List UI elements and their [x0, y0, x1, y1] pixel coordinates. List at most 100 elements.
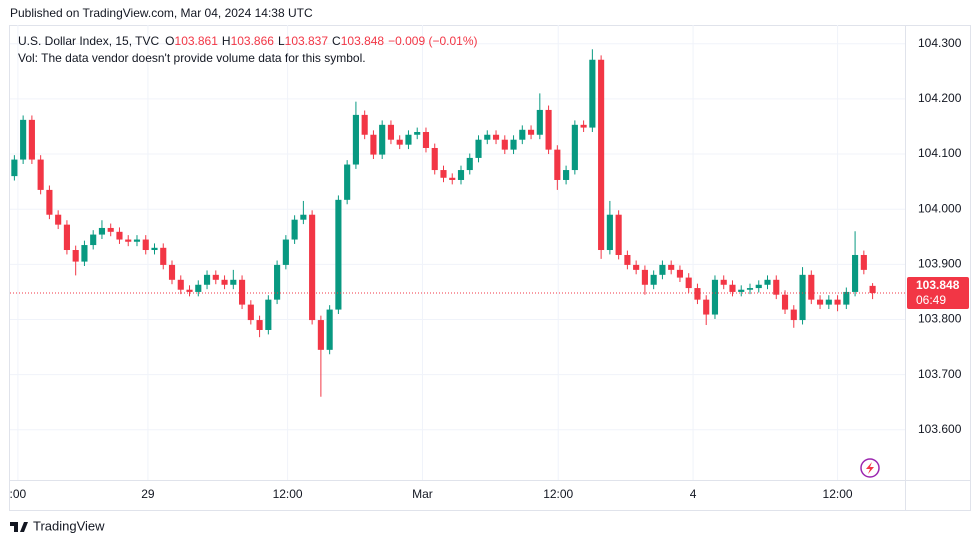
candle-body — [755, 284, 762, 289]
candle-body — [335, 199, 342, 310]
candle-body — [510, 139, 517, 150]
candle-body — [186, 289, 193, 292]
candle-body — [659, 264, 666, 275]
candle-body — [326, 309, 333, 350]
candle-body — [177, 279, 184, 290]
candle-body — [203, 274, 211, 285]
x-tick-label: 4 — [690, 487, 697, 501]
candle-body — [729, 284, 736, 292]
candle-body — [834, 299, 841, 305]
candle-body — [563, 170, 570, 180]
change-value: −0.009 (−0.01%) — [388, 34, 477, 48]
symbol-title: U.S. Dollar Index, 15, TVC — [18, 34, 160, 48]
candle-body — [28, 119, 35, 160]
candle-body — [589, 59, 596, 128]
price-tag — [907, 277, 969, 310]
candle-body — [484, 134, 491, 140]
candle-body — [852, 254, 859, 292]
brand-logo — [10, 522, 28, 532]
candle-body — [11, 159, 18, 177]
flash-icon[interactable] — [860, 458, 880, 478]
candle-body — [790, 309, 797, 321]
candle-body — [230, 279, 237, 285]
price-tag-value: 103.848 — [916, 278, 960, 292]
candle-body — [361, 114, 368, 135]
x-tick-label: 12:00 — [273, 487, 303, 501]
candle-body — [20, 119, 27, 160]
candle-body — [554, 149, 561, 180]
ohlc-value: 103.848 — [341, 34, 385, 48]
y-tick-label: 103.700 — [918, 367, 962, 381]
candle-body — [711, 279, 719, 315]
candle-body — [90, 234, 97, 246]
candle-body — [247, 304, 254, 321]
candle-body — [624, 254, 631, 265]
candle-body — [396, 139, 403, 145]
candle-body — [545, 109, 552, 150]
candle-body — [98, 227, 106, 235]
icon-ring[interactable] — [860, 458, 880, 478]
y-tick-label: 104.200 — [918, 91, 962, 105]
volume-note: Vol: The data vendor doesn't provide vol… — [18, 51, 366, 65]
candle-body — [142, 239, 149, 251]
candle-body — [703, 299, 710, 315]
candle-body — [860, 254, 867, 270]
x-tick-label: 12:00 — [543, 487, 573, 501]
candle-body — [825, 299, 832, 305]
candle-body — [773, 279, 780, 295]
candle-body — [685, 277, 692, 289]
candle-body — [405, 134, 412, 145]
candle-body — [256, 320, 263, 330]
candle-body — [746, 288, 754, 290]
candle-body — [195, 284, 202, 292]
candle-body — [536, 109, 543, 135]
candle-body — [55, 214, 62, 225]
candle-body — [379, 124, 386, 155]
candle-body — [808, 274, 815, 300]
y-tick-label: 104.000 — [918, 201, 962, 215]
candle-body — [168, 264, 176, 280]
candle-body — [449, 177, 456, 180]
candle-body — [63, 224, 70, 251]
candle-body — [133, 239, 141, 242]
candle-body — [816, 299, 824, 305]
candle-body — [107, 227, 114, 232]
brand-name: TradingView — [33, 518, 105, 533]
candle-body — [274, 264, 281, 300]
x-tick-label: 29 — [141, 487, 155, 501]
candle-body — [81, 245, 88, 262]
candle-body — [414, 131, 421, 135]
x-tick-label: :00 — [10, 487, 27, 501]
candle-body — [72, 250, 79, 262]
candle-body — [869, 285, 876, 294]
candle-body — [46, 189, 53, 215]
y-tick-label: 103.800 — [918, 312, 962, 326]
y-tick-label: 103.600 — [918, 422, 962, 436]
candle-body — [738, 289, 745, 292]
candle-body — [501, 139, 508, 150]
x-tick-label: 12:00 — [823, 487, 853, 501]
candle-body — [650, 274, 657, 285]
candle-body — [764, 279, 771, 285]
candle-body — [676, 269, 684, 278]
y-tick-label: 104.300 — [918, 36, 962, 50]
brand: TradingView — [10, 518, 105, 533]
candle-body — [309, 214, 316, 321]
candle-body — [440, 170, 447, 178]
candle-body — [641, 269, 648, 285]
candle-body — [422, 131, 430, 148]
candle-body — [694, 288, 701, 300]
candle-body — [151, 247, 158, 251]
ohlc-value: 103.866 — [231, 34, 275, 48]
candle-body — [431, 147, 438, 171]
candle-body — [781, 294, 789, 310]
icon-bolt[interactable] — [866, 462, 874, 474]
candle-body — [598, 59, 605, 251]
candle-body — [239, 279, 246, 305]
y-tick-label: 104.100 — [918, 146, 962, 160]
candle-body — [615, 214, 622, 255]
candle-body — [291, 219, 298, 240]
published-line: Published on TradingView.com, Mar 04, 20… — [10, 6, 313, 20]
